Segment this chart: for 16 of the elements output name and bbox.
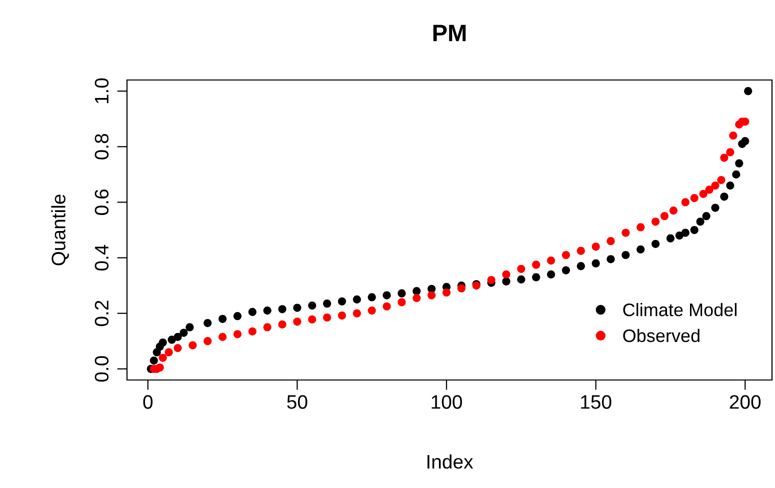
y-tick-label: 0.4 — [94, 244, 109, 271]
x-tick-label: 200 — [730, 395, 761, 409]
x-tick-label: 0 — [143, 395, 153, 409]
x-tick-label: 50 — [287, 395, 308, 409]
legend-label: Climate Model — [623, 303, 736, 316]
y-tick-label: 0.0 — [94, 356, 109, 382]
x-tick-label: 150 — [581, 395, 612, 409]
x-axis-title: Index — [428, 454, 474, 469]
legend-label: Observed — [623, 328, 700, 342]
chart-title: PM — [433, 24, 466, 42]
y-tick-label: 0.2 — [94, 300, 109, 326]
y-tick-label: 1.0 — [94, 78, 109, 104]
y-axis-title: Quantile — [51, 194, 69, 266]
y-tick-label: 0.8 — [94, 134, 109, 160]
y-tick-label: 0.6 — [94, 190, 109, 215]
x-tick-label: 100 — [432, 395, 462, 409]
